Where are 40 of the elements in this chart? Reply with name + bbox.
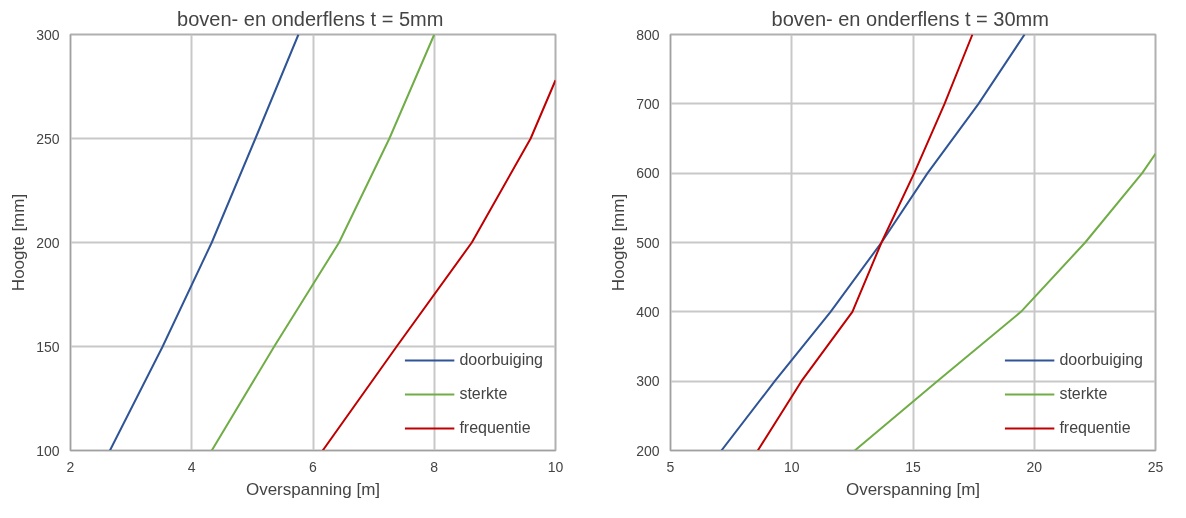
y-tick-label: 100 — [36, 442, 60, 459]
chart-title: boven- en onderflens t = 5mm — [177, 7, 444, 30]
x-axis-title: Overspanning [m] — [845, 479, 981, 499]
x-tick-label: 20 — [1026, 458, 1043, 475]
x-tick-label: 8 — [430, 458, 439, 475]
legend-label: frequentie — [459, 419, 531, 437]
x-tick-label: 25 — [1147, 458, 1164, 475]
legend-label: doorbuiging — [459, 351, 543, 369]
y-tick-label: 200 — [36, 234, 60, 251]
y-tick-label: 400 — [636, 303, 660, 320]
y-tick-label: 150 — [36, 338, 60, 355]
line-series — [720, 34, 1026, 451]
y-tick-label: 600 — [636, 165, 660, 182]
legend-label: sterkte — [1059, 385, 1108, 403]
line-series — [210, 34, 436, 451]
y-tick-label: 500 — [636, 234, 660, 251]
y-axis-title: Hoogte [mm] — [609, 193, 629, 292]
legend-label: doorbuiging — [1059, 351, 1143, 369]
y-tick-label: 300 — [636, 373, 660, 390]
line-series — [756, 34, 974, 451]
x-axis-title: Overspanning [m] — [245, 479, 381, 499]
y-tick-label: 800 — [636, 26, 660, 43]
line-series — [853, 152, 1156, 451]
legend-label: sterkte — [459, 385, 508, 403]
y-tick-label: 200 — [636, 442, 660, 459]
y-tick-label: 700 — [636, 95, 660, 112]
chart-title: boven- en onderflens t = 30mm — [771, 7, 1049, 30]
x-tick-label: 4 — [187, 458, 196, 475]
x-tick-label: 2 — [66, 458, 75, 475]
line-series — [321, 79, 556, 451]
line-series — [108, 34, 300, 451]
x-tick-label: 5 — [666, 458, 675, 475]
y-tick-label: 300 — [36, 26, 60, 43]
legend-label: frequentie — [1059, 419, 1131, 437]
x-tick-label: 6 — [309, 458, 318, 475]
y-tick-label: 250 — [36, 130, 60, 147]
x-tick-label: 10 — [783, 458, 800, 475]
x-tick-label: 15 — [905, 458, 921, 475]
y-axis-title: Hoogte [mm] — [9, 193, 29, 292]
x-tick-label: 10 — [547, 458, 564, 475]
